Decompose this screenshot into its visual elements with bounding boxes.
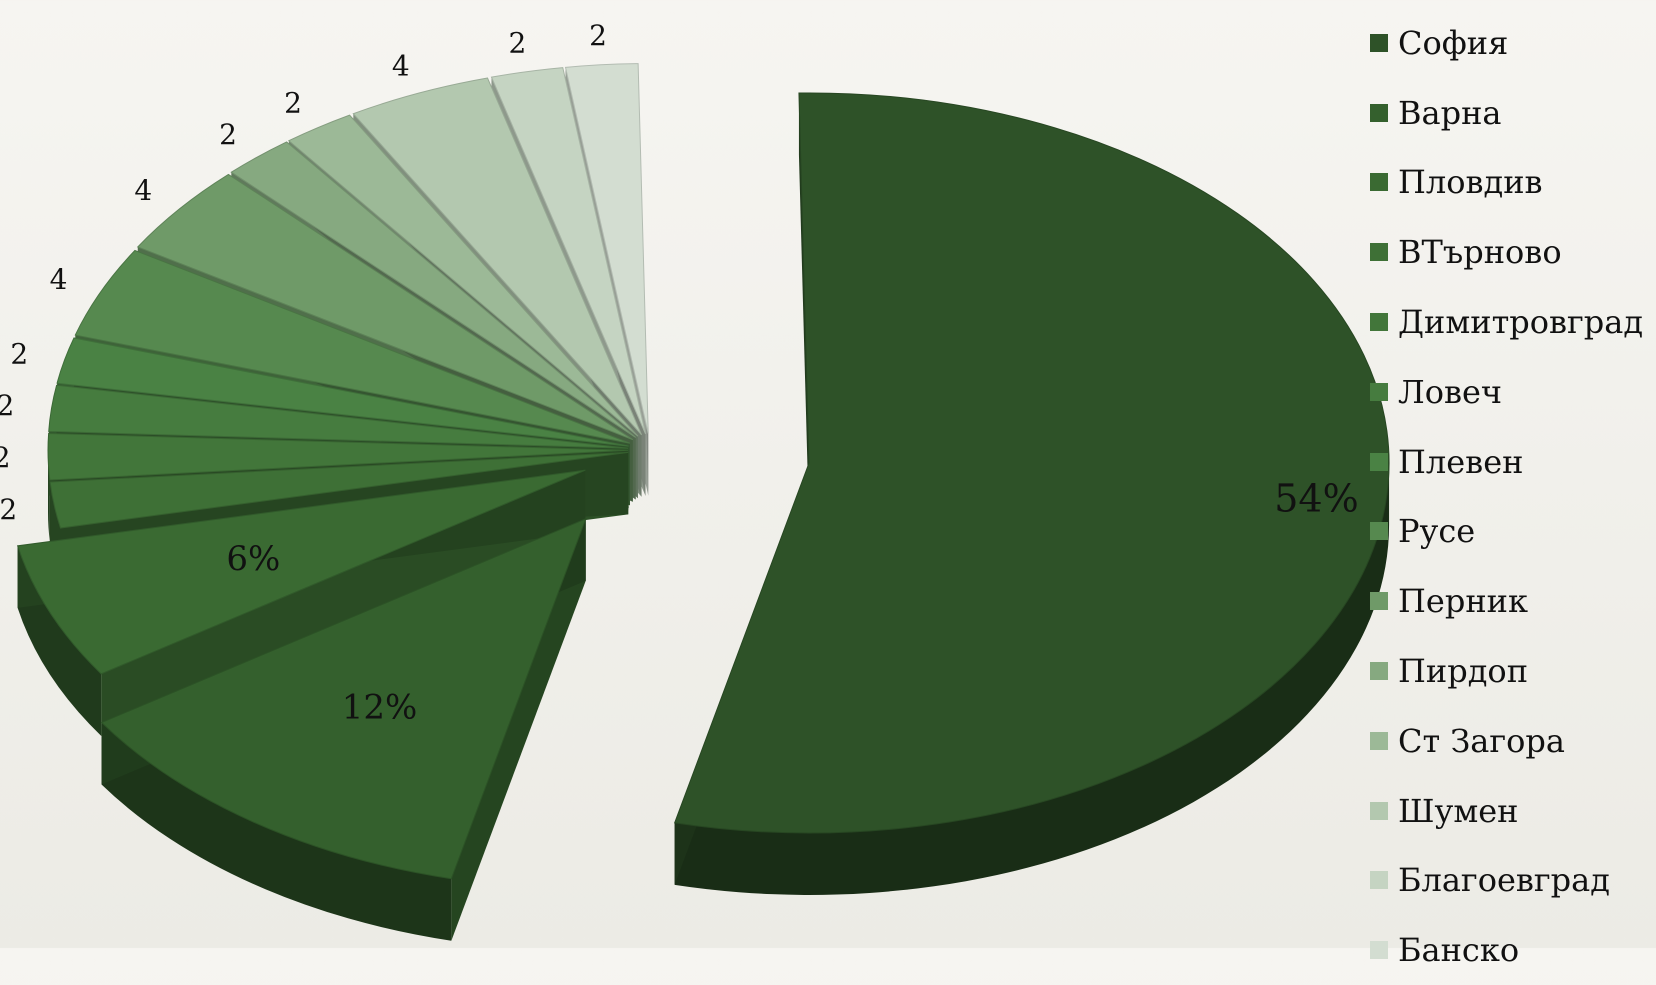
pie-slice-top-2 [16, 469, 586, 675]
legend-label: Перник [1398, 582, 1528, 621]
legend-swatch [1370, 801, 1388, 820]
chart: 54% 12% 6% 2 2 2 2 4 4 2 2 4 2 2 София Варна Пловдив ВТъ… [0, 19, 1643, 969]
pie-slice-side-4 [48, 450, 50, 542]
legend-label: Русе [1398, 512, 1476, 551]
data-label-1: 12% [342, 688, 418, 728]
legend-item: Шумен [1370, 776, 1643, 846]
legend-swatch [1370, 662, 1388, 681]
pie-slice-2 [16, 469, 586, 736]
pie-slice-top-0 [673, 92, 1390, 834]
pie-slice-top-9 [230, 141, 637, 438]
legend-label: ВТърново [1398, 233, 1562, 272]
data-label-0: 54% [1274, 476, 1358, 520]
legend-label: Плевен [1398, 442, 1524, 481]
data-label-2: 6% [226, 539, 280, 579]
data-label-12: 2 [508, 26, 526, 59]
legend-item: Плевен [1370, 427, 1643, 497]
data-label-5: 2 [0, 389, 14, 422]
pie-slice-side-0 [674, 462, 1390, 895]
pie-slice-top-5 [48, 384, 629, 449]
legend-swatch [1370, 173, 1388, 192]
pie-slice-top-11 [352, 77, 643, 436]
legend-swatch [1370, 592, 1388, 611]
pie-slice-top-12 [490, 67, 646, 435]
legend-item: Пловдив [1370, 148, 1643, 218]
legend-label: Шумен [1398, 791, 1519, 830]
pie-slice-1 [100, 517, 587, 941]
legend-item: Пирдоп [1370, 636, 1643, 706]
legend-label: Ст Загора [1398, 721, 1565, 760]
legend-label: Ловеч [1398, 372, 1503, 411]
legend-item: Перник [1370, 566, 1643, 636]
data-label-13: 2 [589, 19, 607, 52]
legend-swatch [1370, 313, 1388, 332]
legend-item: Варна [1370, 78, 1643, 148]
legend-item: София [1370, 8, 1643, 78]
legend-item: Ловеч [1370, 357, 1643, 427]
data-label-9: 2 [219, 118, 237, 151]
pie-slice-top-4 [47, 432, 629, 481]
data-label-11: 4 [392, 50, 410, 83]
pie-slice-top-7 [74, 249, 631, 444]
legend-swatch [1370, 871, 1388, 890]
legend-swatch [1370, 731, 1388, 750]
legend-label: Димитровград [1398, 303, 1644, 342]
pie-slice-wall-1 [451, 518, 586, 941]
legend-item: ВТърново [1370, 217, 1643, 287]
legend-item: Ст Загора [1370, 706, 1643, 776]
legend-label: Пирдоп [1398, 652, 1529, 691]
legend-label: Благоевград [1398, 861, 1610, 900]
pie-slice-top-8 [136, 173, 634, 441]
legend-label: Пловдив [1398, 163, 1543, 202]
legend-swatch [1370, 243, 1388, 262]
legend-swatch [1370, 382, 1388, 401]
legend-swatch [1370, 33, 1388, 52]
pie-slice-top-6 [56, 337, 629, 447]
legend-label: Варна [1398, 93, 1502, 132]
legend-swatch [1370, 522, 1388, 541]
data-label-6: 2 [10, 337, 28, 370]
legend-item: Благоевград [1370, 846, 1643, 916]
legend-label: Банско [1398, 931, 1520, 970]
pie-chart: 54% 12% 6% 2 2 2 2 4 4 2 2 4 2 2 [0, 19, 1390, 941]
pie-slice-top-1 [100, 517, 587, 880]
legend-swatch [1370, 103, 1388, 122]
data-label-8: 4 [134, 174, 152, 207]
legend: София Варна Пловдив ВТърново Димитровград Лов… [1370, 8, 1643, 985]
pie-slice-top-10 [287, 114, 639, 437]
pie-slice-side-2 [17, 545, 102, 736]
data-label-10: 2 [284, 86, 302, 119]
legend-label: София [1398, 23, 1509, 62]
data-label-4: 2 [0, 441, 11, 474]
legend-item: Русе [1370, 497, 1643, 567]
pie-slice-top-3 [49, 451, 629, 529]
pie-slice-side-1 [101, 722, 452, 941]
pie-slice-top-13 [564, 63, 649, 434]
legend-swatch [1370, 452, 1388, 471]
legend-swatch [1370, 941, 1388, 960]
data-label-7: 4 [50, 263, 68, 296]
legend-item: Димитровград [1370, 287, 1643, 357]
data-label-3: 2 [0, 493, 17, 526]
legend-item: Банско [1370, 915, 1643, 985]
pie-slice-0 [673, 92, 1390, 895]
